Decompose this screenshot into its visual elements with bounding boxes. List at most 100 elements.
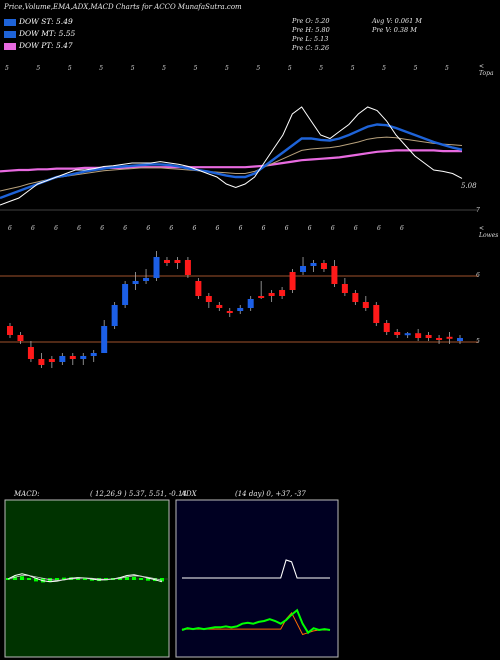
- ema-long-line: [0, 149, 462, 173]
- candle-body: [48, 359, 55, 362]
- stat-avg-volume: Avg V: 0.061 M: [372, 17, 422, 25]
- legend-swatch-mt: [4, 30, 16, 38]
- panel2-top-mark: 6: [192, 225, 197, 232]
- panel1-top-mark: 5: [413, 65, 418, 72]
- panel2-top-mark: 6: [100, 225, 105, 232]
- candle-body: [69, 356, 76, 359]
- adx-params: (14 day) 0, +37, -37: [235, 490, 306, 498]
- panel1-corner-label: < Topa: [479, 63, 494, 77]
- macd-histogram-bar: [41, 578, 45, 583]
- candle-body: [90, 353, 97, 356]
- candle-body: [80, 356, 87, 359]
- candle-body: [394, 332, 401, 335]
- panel1-top-mark: 5: [319, 65, 324, 72]
- candle-body: [59, 356, 66, 362]
- candle-body: [153, 257, 160, 278]
- macd-title: MACD:: [14, 490, 40, 498]
- macd-histogram-bar: [62, 577, 66, 580]
- panel1-top-mark: 5: [193, 65, 198, 72]
- candle-body: [247, 299, 254, 308]
- legend-swatch-pt: [4, 42, 16, 50]
- candle-body: [205, 296, 212, 302]
- macd-histogram-bar: [125, 576, 129, 580]
- macd-histogram-bar: [13, 576, 17, 580]
- panel1-top-mark: 5: [256, 65, 261, 72]
- candle-body: [111, 305, 118, 326]
- panel1-top-mark: 5: [225, 65, 229, 72]
- stat-low: Pre L: 5.13: [292, 35, 329, 43]
- candle-body: [216, 305, 223, 308]
- candle-body: [425, 335, 432, 338]
- candle-body: [300, 266, 307, 272]
- panel2-top-mark: 6: [261, 225, 266, 232]
- macd-histogram-bar: [34, 578, 38, 582]
- panel2-top-mark: 6: [31, 225, 35, 232]
- panel1-top-mark: 5: [350, 65, 355, 72]
- candle-body: [279, 290, 286, 296]
- legend-dow-pt-label: DOW PT: 5.47: [19, 41, 73, 50]
- macd-histogram-bar: [20, 576, 24, 580]
- panel2-top-mark: 6: [353, 225, 358, 232]
- panel1-top-mark: 5: [5, 65, 9, 72]
- panel1-price-label: 5.08: [461, 182, 477, 190]
- candle-body: [226, 311, 233, 313]
- candle-body: [7, 326, 13, 335]
- adx-line: [182, 559, 330, 579]
- macd-histogram-bar: [146, 578, 150, 581]
- adx-plus-di-line: [181, 608, 331, 635]
- candle-body: [415, 333, 422, 338]
- panel1-top-mark: 5: [130, 65, 135, 72]
- candlestick-panel: [0, 251, 478, 368]
- panel2-top-mark: 6: [54, 225, 58, 232]
- panel2-top-mark: 6: [330, 225, 335, 232]
- candle-body: [17, 335, 24, 341]
- candle-body: [373, 305, 380, 323]
- candle-body: [237, 308, 244, 311]
- adx-title: ADX: [181, 490, 197, 498]
- macd-histogram-bar: [132, 576, 136, 580]
- panel2-top-mark: 6: [8, 225, 12, 232]
- panel2-top-mark: 6: [284, 225, 289, 232]
- panel1-top-mark: 5: [287, 65, 292, 72]
- candle-body: [268, 293, 275, 296]
- macd-histogram-bar: [160, 578, 164, 582]
- candle-body: [195, 281, 202, 296]
- candle-body: [404, 333, 411, 336]
- stat-close: Pre C: 5.26: [292, 44, 330, 52]
- panel2-top-mark: 6: [123, 225, 128, 232]
- legend-dow-mt: DOW MT: 5.55: [4, 29, 75, 38]
- legend-dow-st: DOW ST: 5.49: [4, 17, 73, 26]
- panel2-top-mark: 6: [215, 225, 220, 232]
- candle-body: [341, 284, 348, 293]
- panel1-small-tick: 7: [476, 207, 480, 214]
- panel1-top-mark: 5: [99, 65, 104, 72]
- candle-body: [101, 326, 108, 353]
- chart-title: Price,Volume,EMA,ADX,MACD Charts for ACC…: [4, 3, 242, 11]
- panel1-top-mark: 5: [445, 65, 449, 72]
- candle-body: [143, 278, 150, 281]
- stat-pre-volume: Pre V: 0.38 M: [372, 26, 417, 34]
- candle-body: [362, 302, 369, 308]
- panel1-top-mark: 5: [36, 65, 41, 72]
- panel1-top-mark: 5: [382, 65, 386, 72]
- panel1-top-mark: 5: [162, 65, 166, 72]
- candle-body: [352, 293, 359, 302]
- panel2-top-mark: 6: [400, 225, 404, 232]
- ema-short-line: [0, 123, 463, 200]
- macd-histogram-bar: [83, 578, 87, 580]
- panel2-corner-label: < Lowes: [479, 225, 499, 239]
- candle-body: [446, 336, 453, 339]
- candle-body: [436, 338, 443, 340]
- candle-body: [132, 281, 139, 284]
- stat-high: Pre H: 5.80: [292, 26, 330, 34]
- candle-body: [122, 284, 129, 305]
- ema-mid-line: [0, 136, 463, 192]
- panel2-top-mark: 6: [77, 225, 81, 232]
- legend-dow-st-label: DOW ST: 5.49: [19, 17, 73, 26]
- candle-body: [457, 338, 463, 341]
- candle-body: [383, 323, 390, 332]
- price-ema-panel: [0, 106, 478, 211]
- legend-swatch-st: [4, 18, 16, 26]
- macd-histogram-bar: [139, 578, 143, 580]
- macd-histogram-bar: [55, 578, 59, 581]
